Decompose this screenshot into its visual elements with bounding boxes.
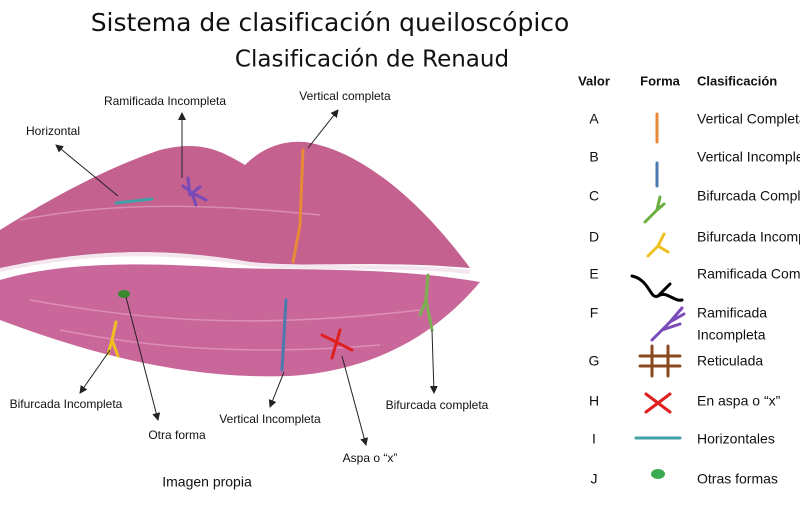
row-value: D <box>589 229 599 245</box>
row-label: Bifurcada Completa <box>697 188 800 204</box>
table-header: Clasificación <box>697 73 777 88</box>
annotation: Otra forma <box>148 428 206 442</box>
table-header: Valor <box>578 73 610 88</box>
lips <box>0 141 480 377</box>
row-label: Vertical Completa <box>697 111 800 127</box>
row-value: H <box>589 393 599 409</box>
row-label: Vertical Incompleta <box>697 149 800 165</box>
row-value: F <box>590 305 599 321</box>
title: Sistema de clasificación queiloscópico <box>91 8 570 37</box>
annotation: Aspa o “x” <box>343 451 398 465</box>
annotation: Horizontal <box>26 124 80 138</box>
lip-marks <box>106 148 434 372</box>
row-label: Otras formas <box>697 471 778 487</box>
row-label: Reticulada <box>697 353 763 369</box>
table-header: Forma <box>640 73 681 88</box>
row-label: Ramificada <box>697 305 767 321</box>
row-value: G <box>589 353 600 369</box>
row-value: I <box>592 431 596 447</box>
row-label: En aspa o “x” <box>697 393 781 409</box>
subtitle: Clasificación de Renaud <box>235 47 509 73</box>
row-label: Horizontales <box>697 431 775 447</box>
annotation: Vertical Incompleta <box>219 412 321 426</box>
caption: Imagen propia <box>162 474 252 490</box>
table-symbols <box>630 112 686 479</box>
annotation: Vertical completa <box>299 89 391 103</box>
annotation-arrows <box>55 109 438 446</box>
labels: Ramificada Incompleta Vertical completa Ho… <box>10 73 800 489</box>
row-label: Bifurcada Incompleta <box>697 229 800 245</box>
row-value: B <box>589 149 598 165</box>
row-value: J <box>591 471 598 487</box>
row-value: C <box>589 188 599 204</box>
row-label: Incompleta <box>697 327 766 343</box>
row-value: E <box>589 266 598 282</box>
row-value: A <box>589 111 599 127</box>
annotation: Bifurcada completa <box>386 398 489 412</box>
row-label: Ramificada Completa <box>697 266 800 282</box>
annotation: Ramificada Incompleta <box>104 94 226 108</box>
annotation: Bifurcada Incompleta <box>10 397 123 411</box>
